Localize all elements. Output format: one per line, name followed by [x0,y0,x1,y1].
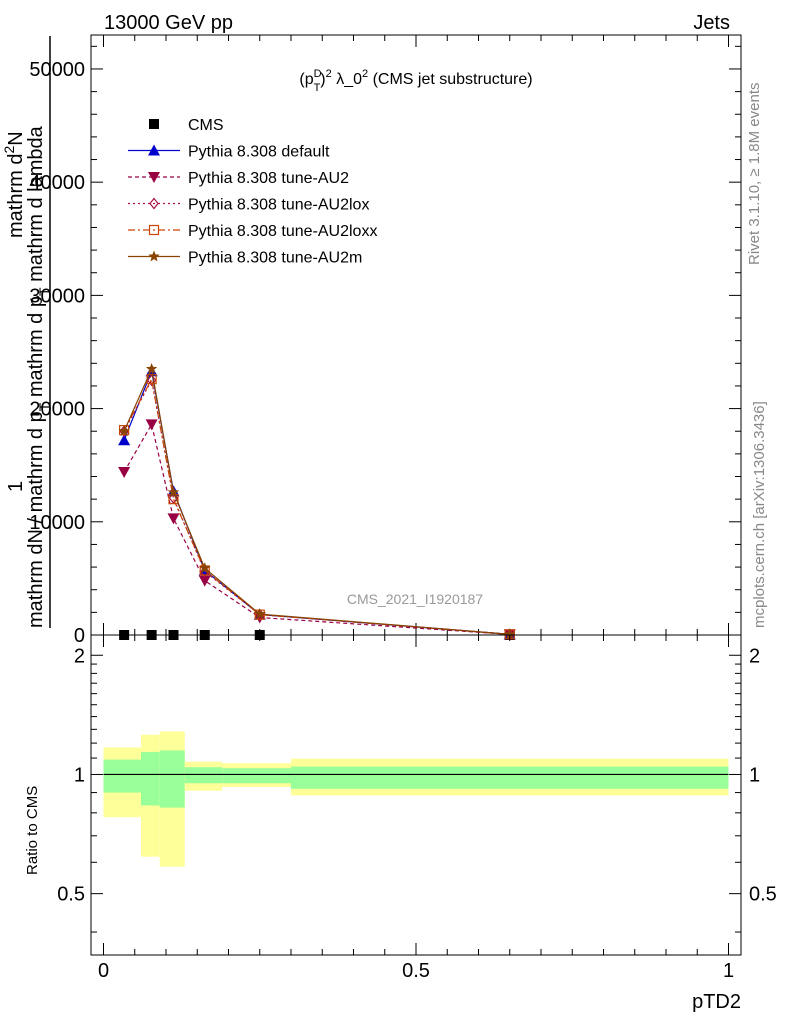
data-point-au2 [198,575,211,587]
ratio-y-tick-label: 0.5 [57,884,85,906]
legend-item-au2lox: Pythia 8.308 tune-AU2lox [128,197,369,214]
series-au2m [118,363,516,640]
data-point-au2 [145,419,158,431]
x-axis-label: pTD2 [692,991,741,1013]
series-line-au2loxx [123,377,510,635]
legend-marker [148,172,160,183]
legend-label: Pythia 8.308 default [188,144,330,161]
main-ylabel: mathrm dN / mathrm d pT mathrm d pT math… [1,36,52,628]
x-tick-label: 1 [723,960,734,982]
legend-item-default: Pythia 8.308 default [128,144,330,161]
ratio-band-inner [159,750,185,808]
legend: CMS Pythia 8.308 default Pythia 8.308 tune… [128,117,377,267]
data-point-au2lox [146,374,157,387]
data-point-default [118,434,131,446]
y-tick-label: 20000 [29,399,85,421]
y-tick-label: 0 [74,625,85,647]
y-tick-label: 40000 [29,172,85,194]
legend-label: Pythia 8.308 tune-AU2loxx [188,223,377,240]
ratio-y-tick-label-right: 1 [749,764,760,786]
legend-item-au2: Pythia 8.308 tune-AU2 [128,170,349,187]
ratio-y-tick-label: 1 [74,764,85,786]
data-point-au2m [254,608,266,619]
data-point-au2m [504,628,516,640]
data-point-au2 [118,466,131,478]
ratio-y-tick-label-right: 2 [749,645,760,667]
rivet-label: Rivet 3.1.10, ≥ 1.8M events [746,83,763,266]
data-point-au2m [167,486,180,498]
header-right: Jets [693,12,730,34]
ratio-frame [90,634,742,956]
legend-label: CMS [188,117,224,134]
legend-label: Pythia 8.308 tune-AU2lox [188,197,369,214]
legend-marker [148,250,160,262]
legend-label: Pythia 8.308 tune-AU2 [188,170,349,187]
ratio-plot: 0.5 0.5 1 1 2 2 0 0.5 1 Ratio to CMS pTD2 [24,634,777,1013]
y-tick-label: 10000 [29,512,85,534]
legend-marker [148,144,160,156]
mcplots-label: mcplots.cern.ch [arXiv:1306.3436] [751,401,768,628]
ratio-band-inner [141,751,160,806]
ratio-bands [103,731,729,867]
ratio-ylabel: Ratio to CMS [24,786,41,875]
series-au2 [118,419,516,641]
x-tick-label: 0.5 [402,960,430,982]
header-left: 13000 GeV pp [104,12,233,34]
ratio-band-inner [291,766,729,789]
legend-label: Pythia 8.308 tune-AU2m [188,250,362,267]
svg-text:mathrm d2N: mathrm d2N [1,131,27,238]
data-point-au2m [145,363,158,374]
series-line-au2m [123,366,510,635]
data-point-au2 [167,513,180,525]
legend-item-au2loxx: Pythia 8.308 tune-AU2loxx [128,223,377,240]
legend-item-au2m: Pythia 8.308 tune-AU2m [128,250,362,267]
data-point-au2m [118,425,130,437]
legend-item-data: CMS [149,117,224,134]
series-line-au2 [123,422,510,635]
watermark: CMS_2021_I1920187 [347,591,483,607]
main-ticks: 0 10000 20000 30000 40000 50000 [29,35,741,647]
data-point-au2m [199,562,211,574]
legend-marker [149,197,159,210]
x-tick-label: 0 [98,960,109,982]
ratio-y-tick-label: 2 [74,645,85,667]
y-tick-label: 50000 [29,59,85,81]
ratio-ticks: 0.5 0.5 1 1 2 2 0 0.5 1 [57,635,777,982]
ratio-band-inner [103,759,141,793]
main-plot: 0 10000 20000 30000 40000 50000 (pD T)2 λ_02 (… [1,34,742,647]
svg-text:mathrm dN / mathrm d pT mathrm: mathrm dN / mathrm d pT mathrm d pT math… [25,125,52,628]
legend-marker [148,224,160,236]
main-title: (pD T)2 λ_02 (CMS jet substructure) [299,68,532,94]
y-tick-label: 30000 [29,285,85,307]
ratio-y-tick-label-right: 0.5 [749,884,777,906]
svg-text:1: 1 [5,481,27,492]
legend-marker [149,119,159,129]
ratio-band-inner [222,768,291,784]
ratio-band-inner [184,767,223,784]
